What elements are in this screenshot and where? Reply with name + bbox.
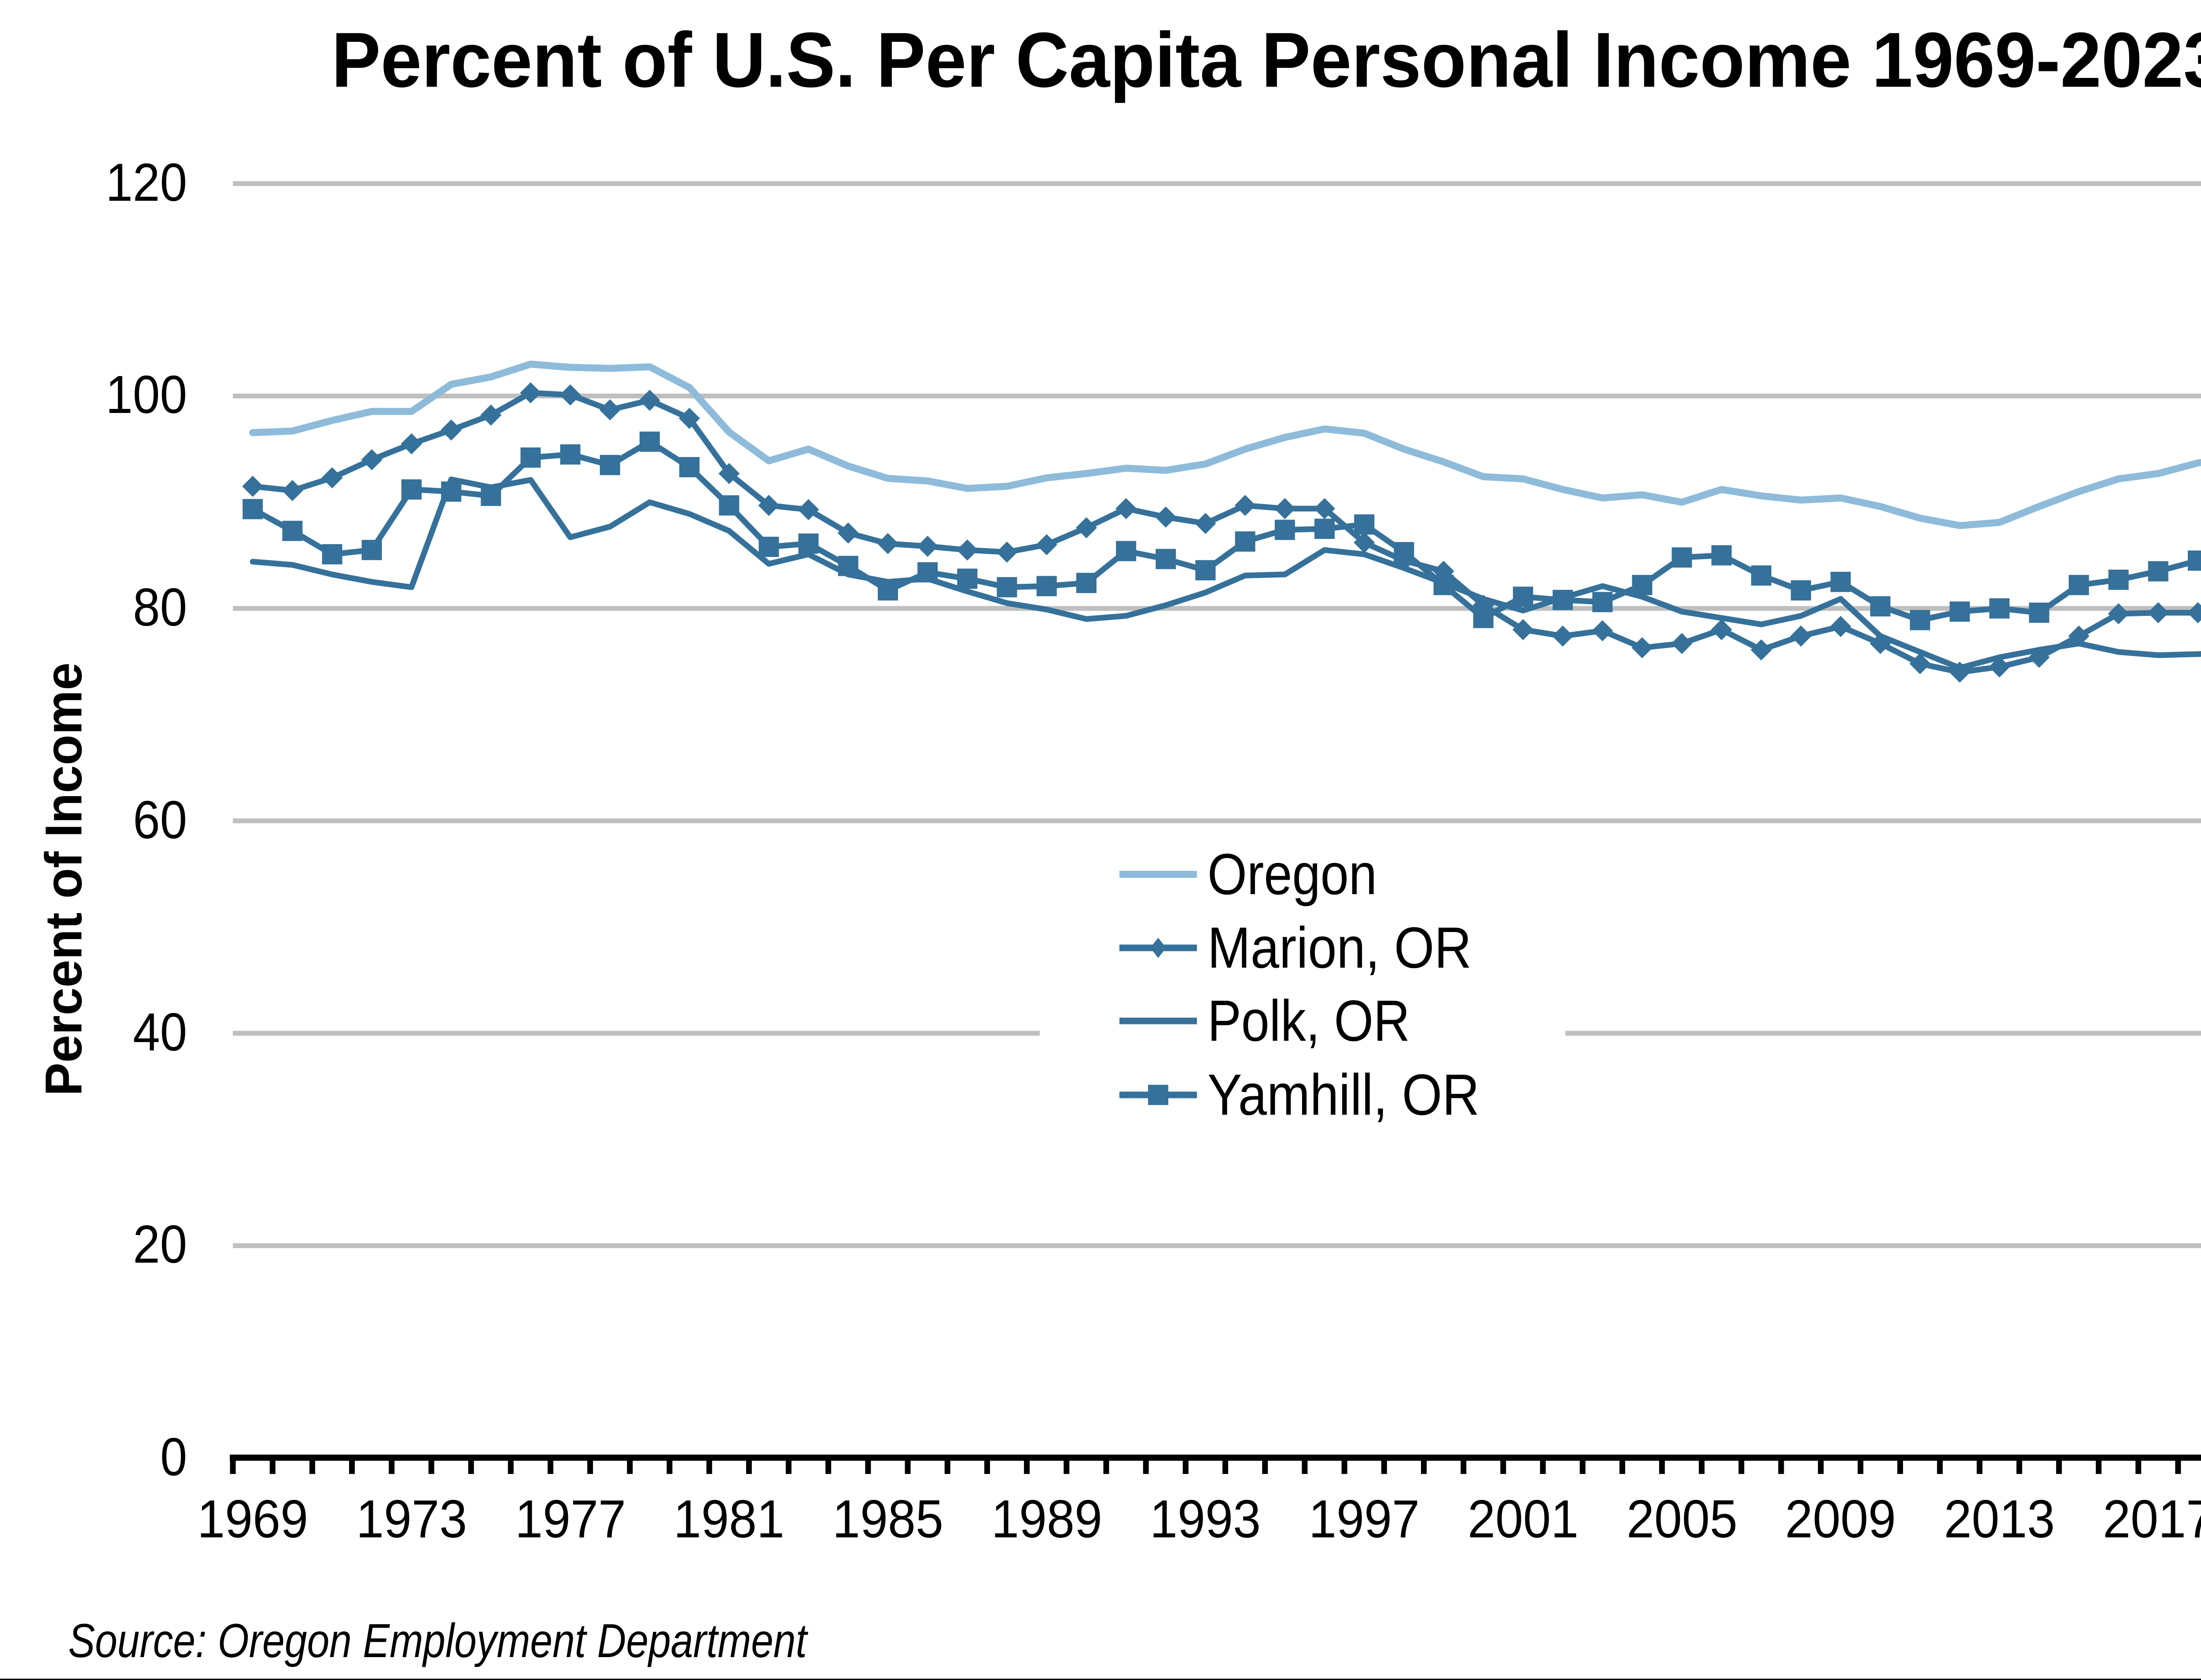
svg-text:1981: 1981 <box>674 1489 784 1549</box>
svg-text:Source: Oregon Employment Depa: Source: Oregon Employment Department <box>68 1614 809 1668</box>
svg-text:1997: 1997 <box>1309 1489 1420 1549</box>
svg-text:20: 20 <box>133 1214 187 1274</box>
svg-text:2005: 2005 <box>1627 1489 1737 1549</box>
svg-text:2009: 2009 <box>1785 1489 1896 1549</box>
svg-text:1985: 1985 <box>832 1489 943 1549</box>
svg-text:1973: 1973 <box>356 1489 467 1549</box>
svg-text:2017: 2017 <box>2103 1489 2201 1549</box>
svg-text:Percent of Income: Percent of Income <box>35 663 93 1096</box>
svg-text:100: 100 <box>106 365 187 424</box>
svg-text:1989: 1989 <box>991 1489 1102 1549</box>
svg-text:120: 120 <box>106 152 187 212</box>
svg-text:2001: 2001 <box>1468 1489 1579 1549</box>
svg-text:1993: 1993 <box>1150 1489 1261 1549</box>
svg-text:80: 80 <box>133 577 187 637</box>
svg-text:Oregon: Oregon <box>1207 842 1377 906</box>
svg-text:Marion, OR: Marion, OR <box>1207 915 1472 980</box>
svg-text:0: 0 <box>160 1427 187 1487</box>
svg-text:Percent of U.S. Per Capita Per: Percent of U.S. Per Capita Personal Inco… <box>331 16 2201 103</box>
svg-text:1969: 1969 <box>197 1489 308 1549</box>
svg-text:40: 40 <box>133 1002 187 1062</box>
svg-text:1977: 1977 <box>515 1489 626 1549</box>
svg-text:2013: 2013 <box>1944 1489 2055 1549</box>
svg-text:Yamhill, OR: Yamhill, OR <box>1207 1062 1480 1127</box>
svg-text:Polk, OR: Polk, OR <box>1207 988 1410 1053</box>
svg-text:60: 60 <box>133 790 187 850</box>
